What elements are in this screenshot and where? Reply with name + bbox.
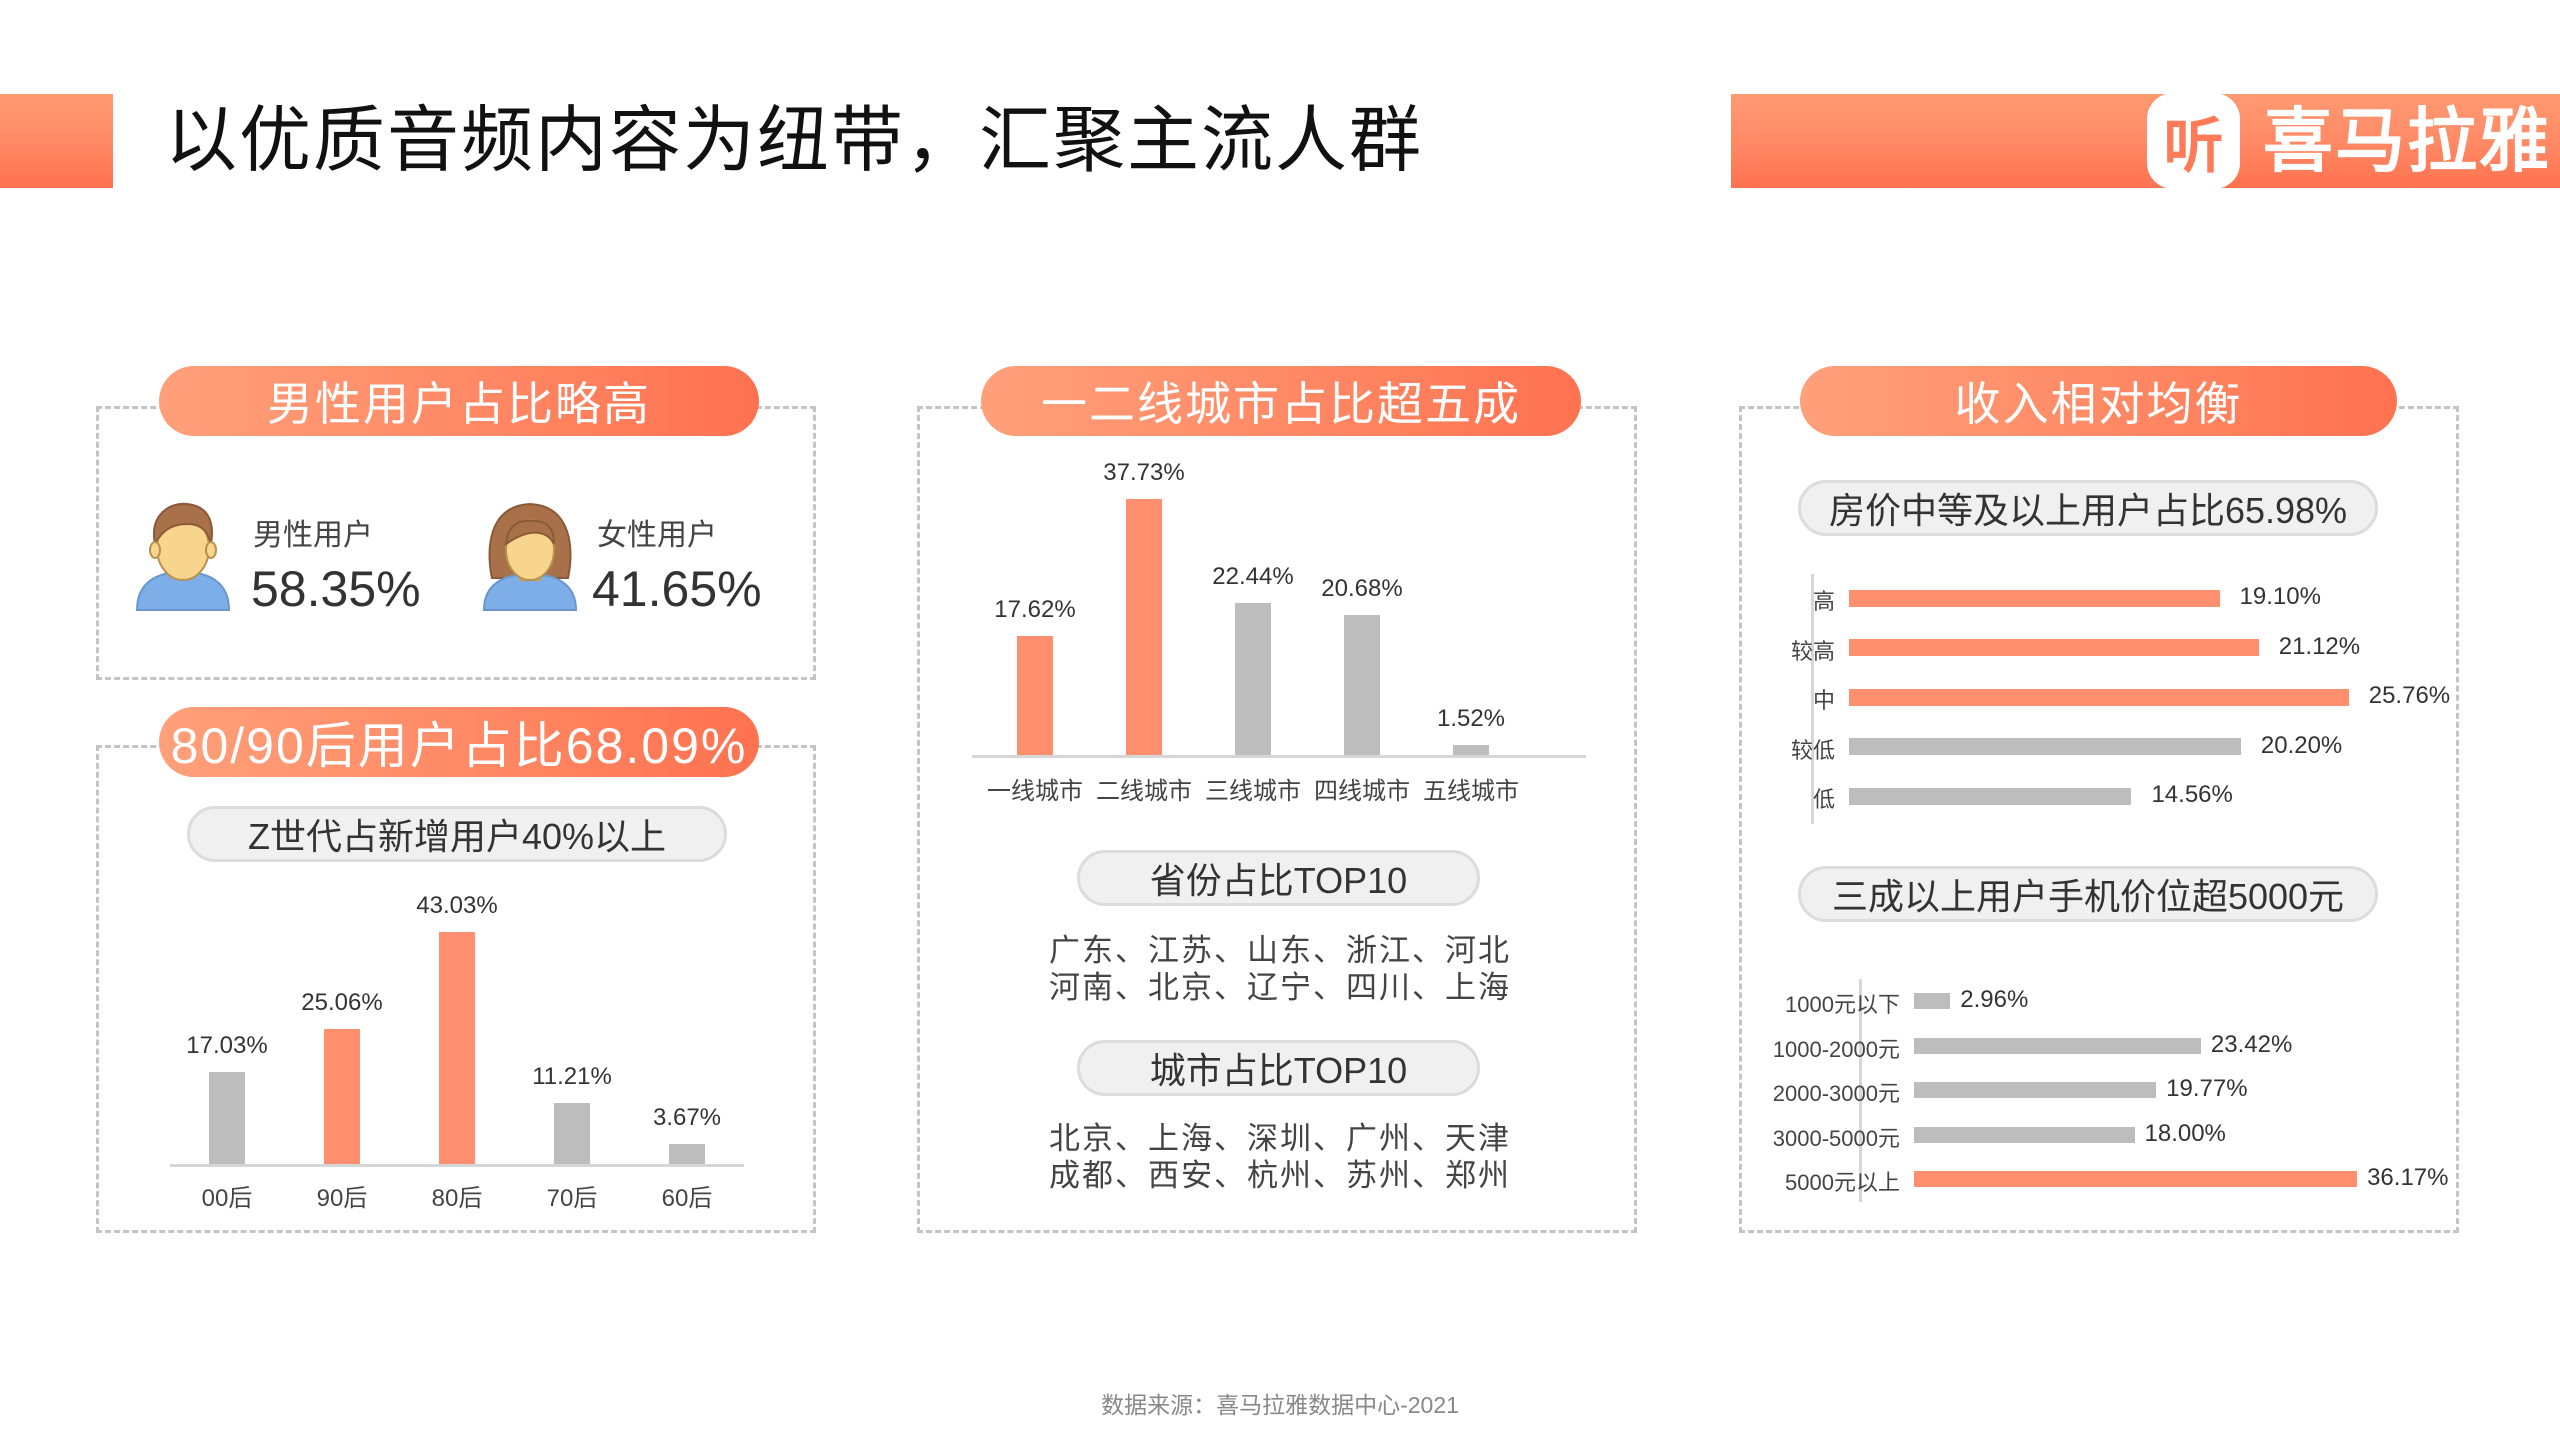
bar-value-label: 17.03% <box>186 1032 268 1060</box>
bar <box>1849 738 2241 755</box>
category-label: 三线城市 <box>1205 778 1301 805</box>
phone-price-subtitle: 三成以上用户手机价位超5000元 <box>1798 866 2378 922</box>
category-label: 较低 <box>1790 737 1835 763</box>
bar <box>1914 993 1951 1009</box>
bar-value-label: 14.56% <box>2151 781 2233 808</box>
bar <box>1344 614 1380 755</box>
category-label: 五线城市 <box>1423 778 1519 805</box>
house-price-subtitle: 房价中等及以上用户占比65.98% <box>1798 480 2378 536</box>
bar <box>1017 635 1053 755</box>
bar-value-label: 2.96% <box>1960 986 2029 1013</box>
category-label: 1000-2000元 <box>1772 1036 1900 1062</box>
category-label: 低 <box>1812 787 1835 812</box>
bar <box>1849 688 2349 706</box>
category-label: 2000-3000元 <box>1772 1081 1900 1106</box>
bar <box>1453 744 1489 755</box>
bar-value-label: 17.62% <box>994 595 1076 623</box>
bar-value-label: 20.20% <box>2260 731 2343 759</box>
category-label: 中 <box>1812 688 1835 713</box>
bar-value-label: 22.44% <box>1212 562 1294 590</box>
bar <box>1849 787 2132 805</box>
female-label: 女性用户 <box>597 519 717 552</box>
category-label: 1000元以下 <box>1785 992 1900 1017</box>
category-label: 3000-5000元 <box>1772 1125 1900 1151</box>
bar-value-label: 21.12% <box>2278 632 2361 660</box>
bar-value-label: 18.00% <box>2144 1119 2226 1147</box>
category-label: 70后 <box>546 1185 598 1212</box>
bar <box>1849 639 2259 656</box>
bar <box>1914 1037 2201 1054</box>
logo-glyph: 听 <box>2163 112 2224 180</box>
city-panel <box>917 406 1637 1233</box>
bar-value-label: 19.10% <box>2239 583 2321 610</box>
category-label: 00后 <box>201 1185 253 1212</box>
province-list-line-1: 广东、江苏、山东、浙江、河北 <box>1049 933 1511 968</box>
bar <box>439 931 475 1164</box>
bar-value-label: 43.03% <box>416 891 498 919</box>
bar <box>669 1144 705 1164</box>
category-label: 高 <box>1812 589 1835 614</box>
house-chart-axis <box>1811 574 1814 824</box>
age-subtitle: Z世代占新增用户40%以上 <box>187 806 727 862</box>
bar <box>1235 602 1271 755</box>
category-label: 较高 <box>1790 638 1835 664</box>
bar-value-label: 36.17% <box>2367 1164 2449 1191</box>
category-label: 5000元以上 <box>1785 1170 1900 1195</box>
category-label: 90后 <box>316 1185 368 1212</box>
bar <box>1914 1171 2358 1187</box>
bar-value-label: 11.21% <box>532 1063 612 1091</box>
page-title: 以优质音频内容为纽带，汇聚主流人群 <box>165 98 1424 182</box>
category-label: 一线城市 <box>987 778 1083 805</box>
bar <box>1849 589 2220 607</box>
bar-value-label: 3.67% <box>652 1104 722 1132</box>
bar-value-label: 23.42% <box>2210 1030 2293 1058</box>
male-avatar-icon <box>135 502 231 611</box>
age-chart-baseline <box>170 1164 744 1167</box>
brand-bar: 听 喜马拉雅 <box>1731 93 2560 189</box>
bar <box>1126 499 1162 755</box>
bar <box>324 1028 360 1164</box>
bar <box>1914 1126 2135 1143</box>
bar-value-label: 1.52% <box>1436 704 1506 732</box>
male-value: 58.35% <box>251 561 421 617</box>
city-panel-title: 一二线城市占比超五成 <box>981 366 1581 436</box>
city-list-line-2: 成都、西安、杭州、苏州、郑州 <box>1049 1158 1511 1193</box>
female-value: 41.65% <box>592 561 762 617</box>
ximalaya-logo-icon: 听 <box>2147 93 2240 189</box>
brand-name: 喜马拉雅 <box>2263 102 2551 180</box>
bar-value-label: 37.73% <box>1103 459 1185 487</box>
province-list-line-2: 河南、北京、辽宁、四川、上海 <box>1049 970 1511 1005</box>
city-chart-baseline <box>972 755 1586 758</box>
bar-value-label: 19.77% <box>2166 1075 2248 1102</box>
income-panel-title: 收入相对均衡 <box>1800 366 2397 436</box>
bar <box>1914 1082 2157 1098</box>
category-label: 80后 <box>431 1185 483 1212</box>
category-label: 60后 <box>661 1185 713 1212</box>
bar <box>209 1072 245 1164</box>
phone-chart-axis <box>1859 979 1862 1202</box>
city-list-line-1: 北京、上海、深圳、广州、天津 <box>1049 1121 1511 1156</box>
data-source-footer: 数据来源：喜马拉雅数据中心-2021 <box>1101 1392 1459 1418</box>
gender-panel-title: 男性用户占比略高 <box>159 366 759 436</box>
province-top10-title: 省份占比TOP10 <box>1077 850 1480 906</box>
female-avatar-icon <box>482 502 578 611</box>
bar-value-label: 20.68% <box>1321 574 1403 602</box>
bar-value-label: 25.06% <box>301 988 383 1016</box>
category-label: 二线城市 <box>1096 778 1192 805</box>
category-label: 四线城市 <box>1314 778 1410 805</box>
age-panel-title: 80/90后用户占比68.09% <box>159 707 759 777</box>
bar-value-label: 25.76% <box>2368 682 2451 709</box>
bar <box>554 1103 590 1164</box>
header-accent-block <box>0 94 113 188</box>
city-top10-title: 城市占比TOP10 <box>1077 1040 1480 1096</box>
male-label: 男性用户 <box>253 519 373 552</box>
